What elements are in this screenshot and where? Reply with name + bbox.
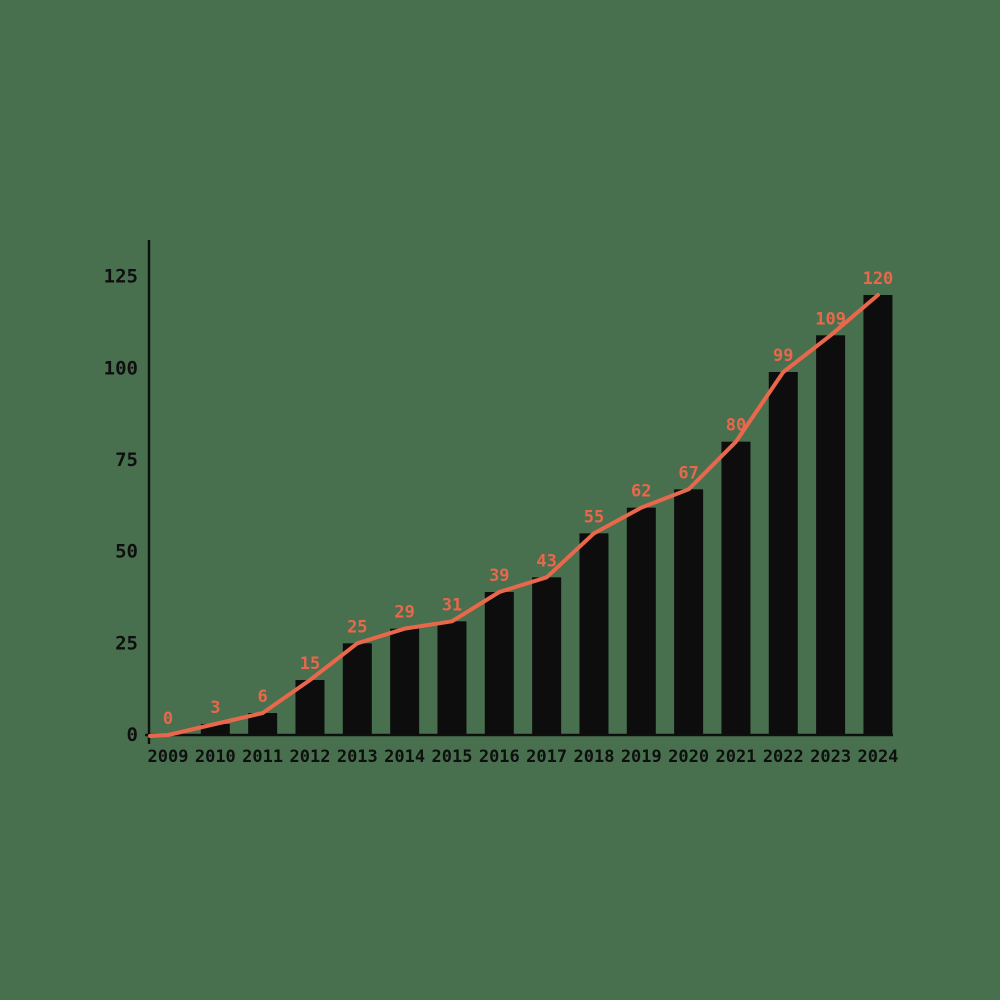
- bar-2016: [484, 591, 514, 735]
- x-tick-label-2011: 2011: [242, 747, 283, 767]
- value-label-2019: 62: [631, 482, 651, 502]
- value-label-2010: 3: [210, 698, 220, 718]
- y-tick-label-25: 25: [115, 632, 138, 654]
- x-tick-label-2013: 2013: [337, 747, 378, 767]
- x-tick-label-2019: 2019: [621, 747, 662, 767]
- bar-2021: [721, 441, 751, 735]
- value-label-2014: 29: [394, 603, 414, 623]
- value-label-2020: 67: [678, 463, 698, 483]
- x-tick-label-2016: 2016: [479, 747, 520, 767]
- bar-2023: [816, 335, 846, 735]
- bar-2013: [342, 643, 372, 735]
- bar-2018: [579, 533, 609, 735]
- x-tick-label-2012: 2012: [290, 747, 331, 767]
- x-tick-label-2023: 2023: [810, 747, 851, 767]
- value-label-2024: 120: [863, 269, 894, 289]
- y-tick-label-75: 75: [115, 449, 138, 471]
- x-tick-label-2022: 2022: [763, 747, 804, 767]
- value-label-2011: 6: [258, 687, 268, 707]
- x-tick-label-2020: 2020: [668, 747, 709, 767]
- bar-2022: [768, 371, 798, 735]
- bar-2010: [200, 724, 230, 735]
- y-tick-label-100: 100: [104, 357, 138, 379]
- value-label-2012: 15: [300, 654, 320, 674]
- y-tick-label-125: 125: [104, 266, 138, 288]
- x-tick-label-2010: 2010: [195, 747, 236, 767]
- x-tick-label-2009: 2009: [148, 747, 189, 767]
- x-tick-label-2018: 2018: [573, 747, 614, 767]
- bar-2024: [863, 294, 893, 735]
- value-label-2021: 80: [726, 416, 746, 436]
- x-tick-label-2024: 2024: [857, 747, 898, 767]
- bar-2014: [390, 628, 420, 735]
- y-tick-label-50: 50: [115, 541, 138, 563]
- x-tick-label-2021: 2021: [715, 747, 756, 767]
- value-label-2017: 43: [536, 551, 556, 571]
- value-label-2018: 55: [584, 507, 604, 527]
- value-label-2022: 99: [773, 346, 793, 366]
- bar-2011: [248, 713, 278, 735]
- value-label-2013: 25: [347, 617, 367, 637]
- bar-2017: [532, 577, 562, 735]
- bar-2020: [674, 489, 704, 735]
- value-label-2015: 31: [442, 595, 462, 615]
- value-label-2016: 39: [489, 566, 509, 586]
- bar-2019: [626, 507, 656, 735]
- x-tick-label-2017: 2017: [526, 747, 567, 767]
- x-tick-label-2014: 2014: [384, 747, 425, 767]
- y-tick-label-0: 0: [127, 724, 138, 746]
- bar-2015: [437, 621, 467, 735]
- x-tick-label-2015: 2015: [432, 747, 473, 767]
- trend-line: [148, 292, 880, 738]
- value-label-2023: 109: [815, 309, 846, 329]
- value-label-2009: 0: [163, 709, 173, 729]
